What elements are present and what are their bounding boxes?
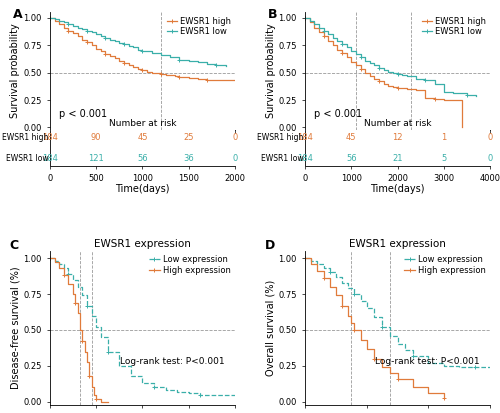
- Title: EWSR1 expression: EWSR1 expression: [349, 239, 446, 249]
- Text: EWSR1 high: EWSR1 high: [2, 133, 48, 142]
- Text: 0: 0: [488, 133, 492, 142]
- Text: 36: 36: [184, 154, 194, 163]
- Text: EWSR1 high: EWSR1 high: [257, 133, 304, 142]
- Y-axis label: Survival probability: Survival probability: [10, 24, 20, 119]
- Text: 0: 0: [232, 133, 237, 142]
- Text: 56: 56: [346, 154, 356, 163]
- Text: p < 0.001: p < 0.001: [59, 109, 108, 119]
- Legend: Low expression, High expression: Low expression, High expression: [148, 255, 230, 275]
- Legend: Low expression, High expression: Low expression, High expression: [404, 255, 486, 275]
- Text: 184: 184: [297, 133, 313, 142]
- Text: p < 0.001: p < 0.001: [314, 109, 362, 119]
- X-axis label: Time(days): Time(days): [115, 184, 170, 194]
- Text: 184: 184: [297, 154, 313, 163]
- Text: EWSR1 low: EWSR1 low: [260, 154, 304, 163]
- Text: 0: 0: [488, 154, 492, 163]
- Text: 1: 1: [441, 133, 446, 142]
- Legend: EWSR1 high, EWSR1 low: EWSR1 high, EWSR1 low: [422, 17, 486, 36]
- Text: B: B: [268, 8, 278, 21]
- Text: 56: 56: [137, 154, 147, 163]
- Text: EWSR1 low: EWSR1 low: [6, 154, 48, 163]
- Text: 90: 90: [91, 133, 102, 142]
- Y-axis label: Survival probability: Survival probability: [266, 24, 276, 119]
- Text: Number at risk: Number at risk: [364, 119, 432, 128]
- Text: 121: 121: [88, 154, 104, 163]
- Text: D: D: [264, 239, 274, 252]
- Text: A: A: [13, 8, 22, 21]
- Text: 12: 12: [392, 133, 403, 142]
- Text: 25: 25: [184, 133, 194, 142]
- Text: C: C: [10, 239, 18, 252]
- Text: 45: 45: [137, 133, 147, 142]
- Legend: EWSR1 high, EWSR1 low: EWSR1 high, EWSR1 low: [167, 17, 230, 36]
- Y-axis label: Disease-free survival (%): Disease-free survival (%): [10, 266, 20, 389]
- Text: Log-rank test: P<0.001: Log-rank test: P<0.001: [376, 357, 480, 366]
- X-axis label: Time(days): Time(days): [370, 184, 425, 194]
- Text: 21: 21: [392, 154, 403, 163]
- Text: 184: 184: [42, 154, 58, 163]
- Text: Log-rank test: P<0.001: Log-rank test: P<0.001: [120, 357, 225, 366]
- Text: 5: 5: [441, 154, 446, 163]
- Y-axis label: Overall survival (%): Overall survival (%): [266, 280, 276, 376]
- Text: 184: 184: [42, 133, 58, 142]
- Text: 45: 45: [346, 133, 356, 142]
- Title: EWSR1 expression: EWSR1 expression: [94, 239, 191, 249]
- Text: Number at risk: Number at risk: [108, 119, 176, 128]
- Text: 0: 0: [232, 154, 237, 163]
